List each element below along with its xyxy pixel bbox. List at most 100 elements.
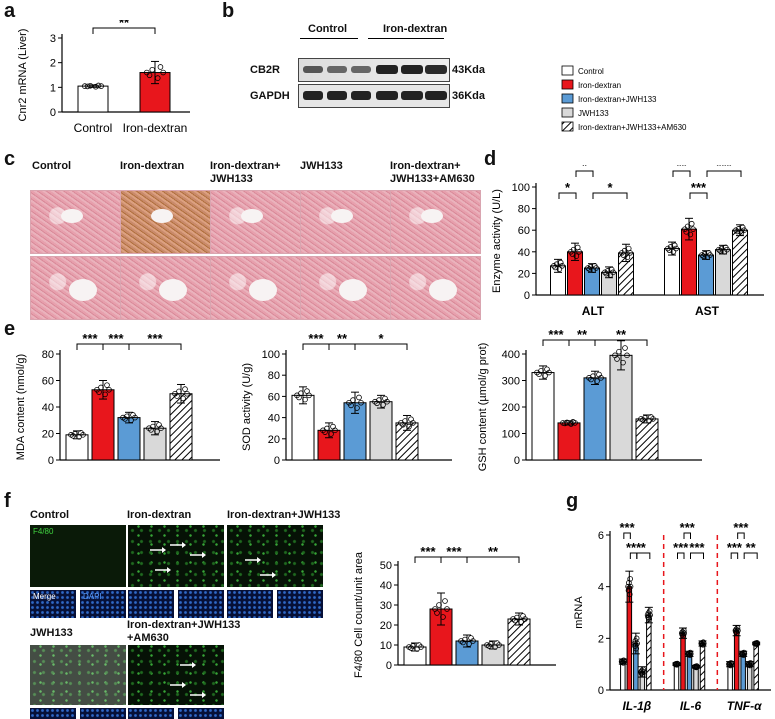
data-point xyxy=(671,242,678,249)
ihc-am630-f480 xyxy=(128,645,224,705)
group-label: AST xyxy=(695,304,720,318)
legend-swatch xyxy=(561,79,574,90)
y-tick-label: 30 xyxy=(380,600,392,612)
bar-2 xyxy=(117,417,141,461)
data-point xyxy=(174,393,180,399)
significance-label: *** xyxy=(689,540,705,555)
data-point xyxy=(679,629,686,635)
data-point xyxy=(602,269,608,276)
bar-IL-6-4 xyxy=(699,643,706,691)
significance-bracket xyxy=(636,552,651,559)
histology-image xyxy=(300,256,391,320)
data-point xyxy=(625,245,632,252)
data-point xyxy=(626,591,633,598)
data-point xyxy=(640,666,646,673)
significance-label: ** xyxy=(119,20,130,30)
central-vein xyxy=(421,209,443,223)
blot-cb2r-strip xyxy=(298,58,450,82)
histology-header-2: Iron-dextran+ JWH133 xyxy=(210,160,281,185)
significance-label: *** xyxy=(108,331,124,346)
blot-row-gapdh: GAPDH xyxy=(250,90,290,102)
bar-TNF-α-2 xyxy=(740,653,746,691)
bar-AST-4 xyxy=(732,229,748,296)
data-point xyxy=(741,649,747,656)
data-point xyxy=(620,252,627,258)
legend-swatch xyxy=(561,93,574,104)
y-tick-label: 40 xyxy=(42,402,54,414)
data-point xyxy=(687,231,694,238)
significance-label: *** xyxy=(420,545,436,559)
significance-label: *** xyxy=(82,331,98,346)
data-point xyxy=(700,253,707,259)
data-point xyxy=(665,245,671,252)
data-point xyxy=(330,423,336,430)
significance-label: *** xyxy=(619,520,635,535)
y-tick-label: 300 xyxy=(502,376,520,388)
y-axis-label: SOD activity (U/g) xyxy=(241,363,253,451)
y-tick-label: 80 xyxy=(518,204,530,216)
bar-0 xyxy=(531,372,555,461)
significance-label: *** xyxy=(548,330,564,342)
data-point xyxy=(328,431,334,437)
significance-bracket xyxy=(677,552,685,559)
data-point xyxy=(96,389,102,395)
histology-image xyxy=(390,256,481,320)
data-point xyxy=(106,386,112,393)
data-point xyxy=(350,397,356,403)
central-vein xyxy=(151,209,173,223)
arrow-head xyxy=(162,547,166,553)
data-point xyxy=(747,660,754,666)
bar-4 xyxy=(635,418,659,461)
group-label: ALT xyxy=(582,304,605,318)
data-point xyxy=(156,422,162,428)
y-axis-label: Enzyme activity (U/L) xyxy=(491,189,503,293)
histology-image xyxy=(300,190,391,254)
data-point xyxy=(542,373,548,379)
data-point xyxy=(149,66,156,73)
data-point xyxy=(518,619,524,625)
data-point xyxy=(70,433,76,439)
ihc-ironjwh-merge xyxy=(227,590,273,618)
data-point xyxy=(716,246,722,253)
significance-bracket xyxy=(730,552,739,559)
data-point xyxy=(154,428,160,435)
data-point xyxy=(87,82,94,89)
data-point xyxy=(594,378,600,384)
arrow-head xyxy=(182,682,186,688)
data-point xyxy=(400,421,406,428)
data-point xyxy=(610,269,616,276)
significance-label: ** xyxy=(577,330,588,342)
data-point xyxy=(694,663,700,669)
data-point xyxy=(622,345,628,351)
blot-row-cb2r: CB2R xyxy=(250,64,280,76)
histology-image xyxy=(390,190,481,254)
significance-bracket xyxy=(92,27,156,34)
data-point xyxy=(408,416,414,422)
legend: Control Iron-dextran Iron-dextran+JWH133 JW… xyxy=(561,65,687,132)
y-tick-label: 1 xyxy=(50,82,56,94)
data-point xyxy=(466,641,472,647)
central-vein xyxy=(249,279,277,301)
data-point xyxy=(182,386,188,392)
significance-label: *** xyxy=(680,520,696,535)
y-tick-label: 20 xyxy=(42,429,54,441)
arrow-head xyxy=(182,542,186,548)
data-point xyxy=(633,635,640,642)
legend-label: Iron-dextran+JWH133+AM630 xyxy=(578,123,687,132)
data-point xyxy=(520,613,526,619)
bar-0 xyxy=(291,394,315,461)
histology-image xyxy=(30,256,121,320)
significance-label: *** xyxy=(727,540,743,555)
bar-1 xyxy=(91,389,115,461)
y-tick-label: 0 xyxy=(48,455,54,467)
data-point xyxy=(646,608,653,615)
central-vein xyxy=(61,209,83,223)
data-point xyxy=(632,643,638,649)
blot-group-control: Control xyxy=(308,23,348,35)
data-point xyxy=(356,394,362,401)
significance-bracket xyxy=(683,532,691,539)
ihc-iron-dapi xyxy=(178,590,224,618)
significance-label: *** xyxy=(691,180,707,195)
